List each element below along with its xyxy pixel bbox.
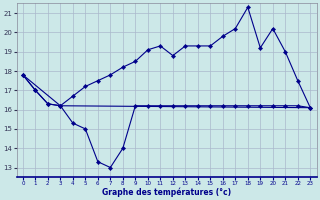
X-axis label: Graphe des températures (°c): Graphe des températures (°c) [102,187,231,197]
